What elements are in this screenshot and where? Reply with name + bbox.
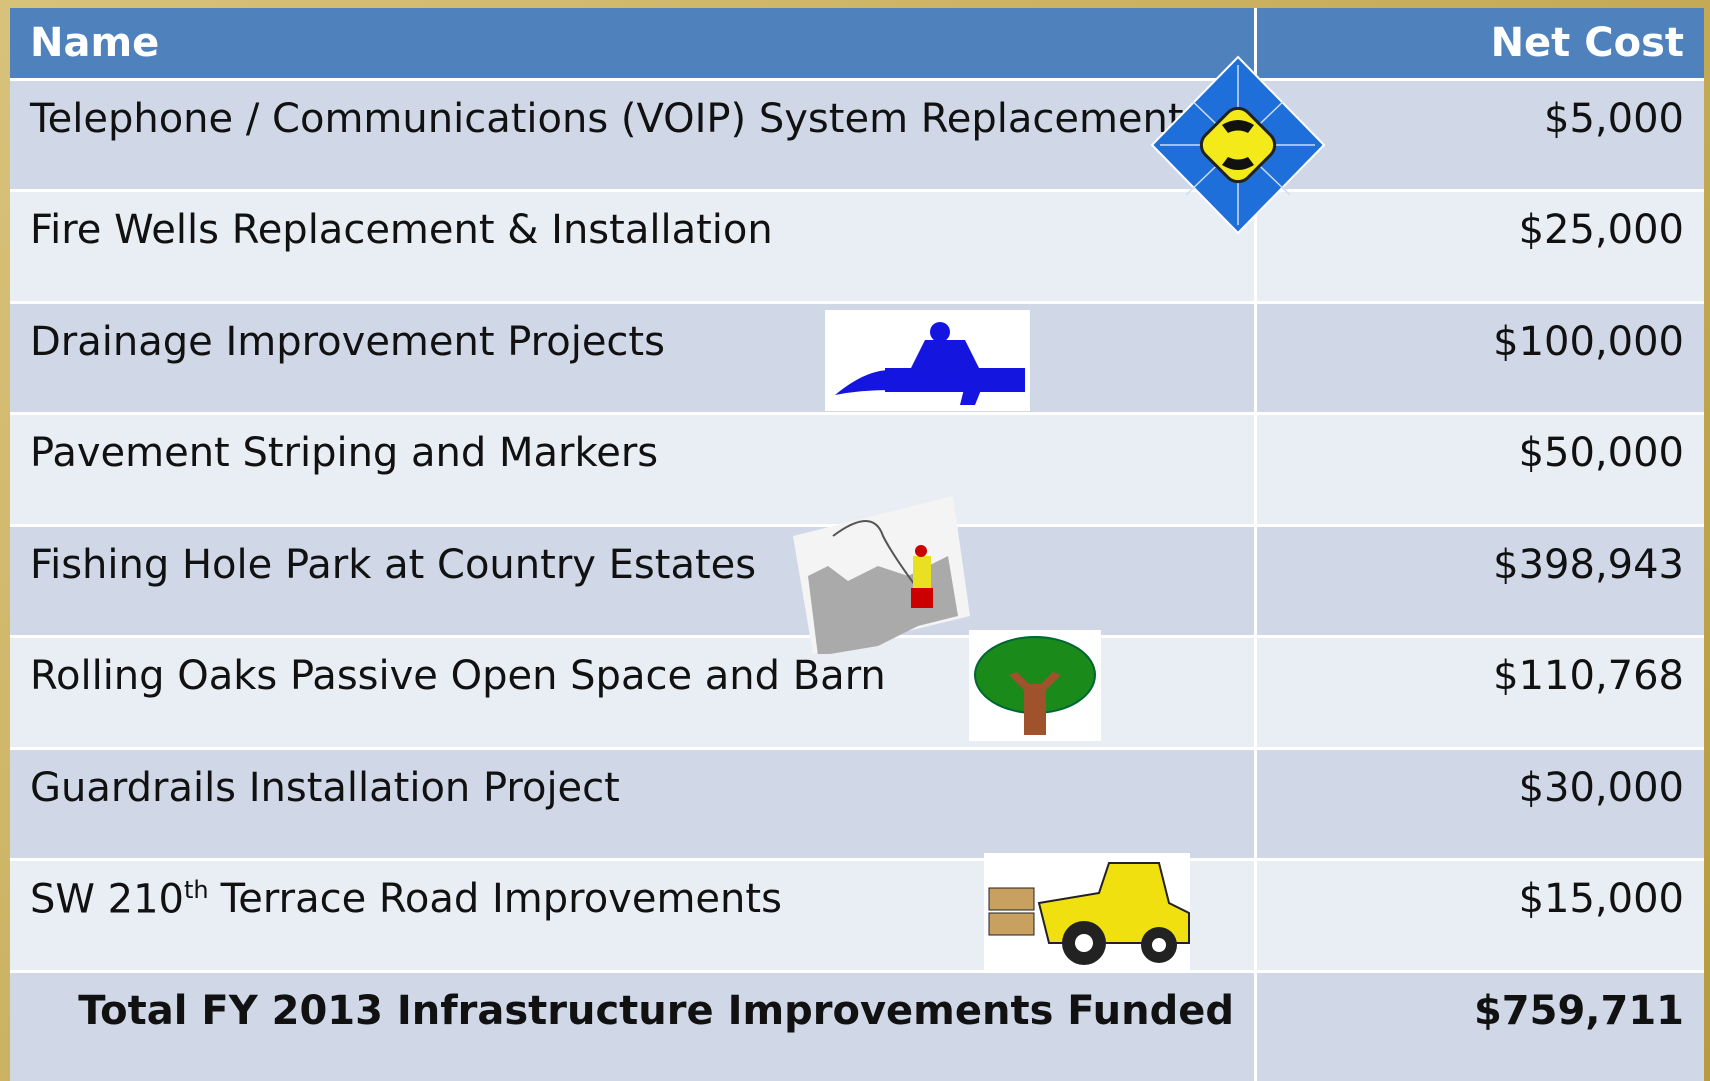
row-cost: $30,000 [1257, 750, 1704, 858]
slide: NameNet CostTelephone / Communications (… [0, 0, 1710, 1081]
fishing-icon [793, 496, 970, 654]
loader-icon [984, 853, 1190, 970]
row-name: Fire Wells Replacement & Installation [10, 192, 1254, 300]
row-name: Telephone / Communications (VOIP) System… [10, 81, 1254, 189]
row-cost: $110,768 [1257, 638, 1704, 746]
row-name: Drainage Improvement Projects [10, 304, 1254, 412]
total-label: Total FY 2013 Infrastructure Improvement… [10, 973, 1254, 1081]
row-cost: $100,000 [1257, 304, 1704, 412]
row-cost: $15,000 [1257, 861, 1704, 969]
tree-icon [969, 630, 1101, 741]
row-name: Fishing Hole Park at Country Estates [10, 527, 1254, 635]
row-name: Guardrails Installation Project [10, 750, 1254, 858]
page: {"header": {"name": "Name", "cost": "Net… [0, 0, 1710, 1081]
header-name: Name [10, 8, 1254, 78]
name-sup: th [184, 876, 209, 904]
name-wrap: SW 210th Terrace Road Improvements [30, 876, 782, 922]
row-name: Pavement Striping and Markers [10, 415, 1254, 523]
total-cost: $759,711 [1257, 973, 1704, 1081]
name-rest: Terrace Road Improvements [221, 876, 782, 922]
name-text: SW 210 [30, 876, 184, 922]
row-cost: $50,000 [1257, 415, 1704, 523]
phone-icon [1150, 55, 1326, 235]
row-cost: $398,943 [1257, 527, 1704, 635]
drainage-icon [825, 310, 1030, 411]
